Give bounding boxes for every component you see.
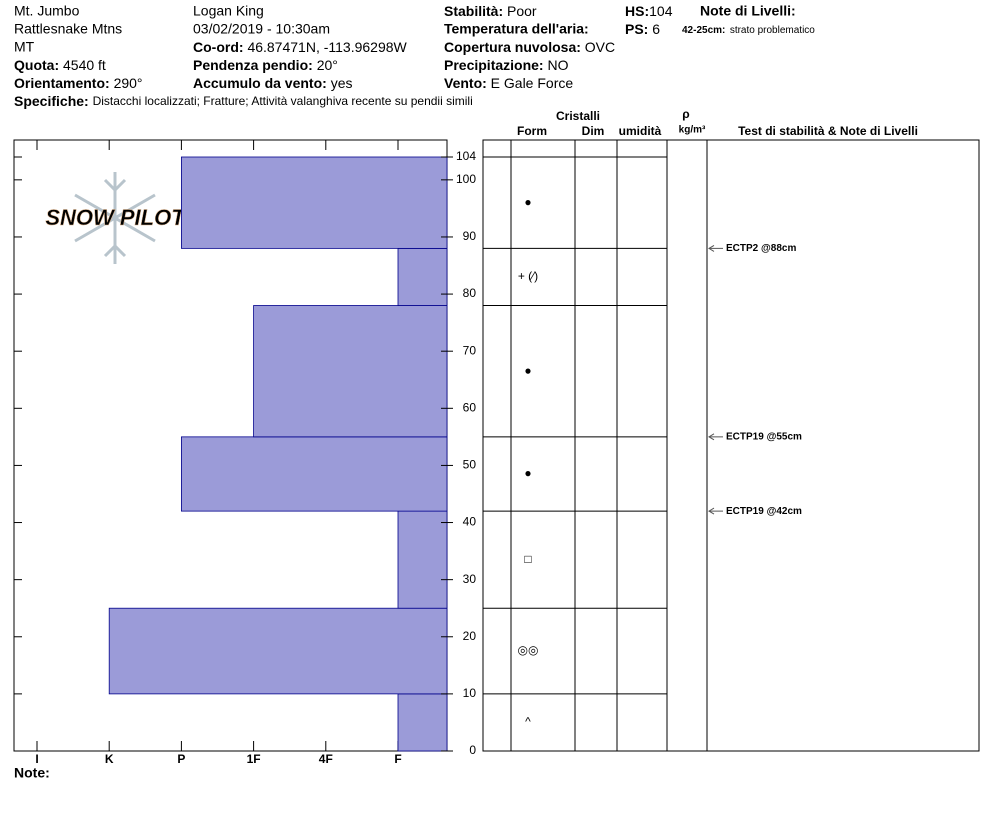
notes-label: Note: [14, 765, 50, 781]
datetime: 03/02/2019 - 10:30am [193, 21, 330, 37]
grain-form: □ [524, 552, 531, 566]
x-tick-label: 1F [247, 752, 261, 766]
bar [253, 305, 448, 438]
y-tick-label: 50 [463, 458, 477, 472]
label: Orientamento: [14, 75, 110, 91]
value: strato problematico [730, 25, 815, 36]
field: HS:104 [625, 3, 673, 19]
table-frame [482, 139, 980, 752]
bar [397, 247, 448, 306]
field: Accumulo da vento: yes [193, 75, 352, 91]
grain-form: ● [524, 363, 531, 377]
plot: I K P 1F 4F F ^ ◎◎ □ ● ● + (⁄) ● 0 10 20 30 40 50 60 70 80 90 1… [14, 140, 802, 766]
label: Accumulo da vento: [193, 75, 327, 91]
column-header: Test di stabilità & Note di Livelli [738, 124, 918, 138]
column-header: umidità [619, 124, 662, 138]
label: Pendenza pendio: [193, 57, 313, 73]
label: Vento: [444, 75, 487, 91]
grain-form: ◎◎ [518, 643, 539, 657]
field: Co-ord: 46.87471N, -113.96298W [193, 39, 408, 55]
label: Precipitazione: [444, 57, 544, 73]
value: 4540 ft [63, 57, 106, 73]
value: E Gale Force [491, 75, 574, 91]
value: 104 [649, 3, 673, 19]
bar [397, 693, 448, 752]
x-tick-label: F [394, 752, 401, 766]
value: yes [331, 75, 353, 91]
y-tick-label: 10 [463, 686, 477, 700]
arrow-head [708, 244, 715, 252]
value: Distacchi localizzati; Fratture; Attivit… [93, 94, 473, 108]
label: Quota: [14, 57, 59, 73]
observer: Logan King [193, 3, 264, 19]
field: PS: 6 [625, 21, 660, 37]
field: Vento: E Gale Force [444, 75, 573, 91]
label: Temperatura dell'aria: [444, 21, 589, 37]
range: Rattlesnake Mtns [14, 21, 122, 37]
x-tick-label: 4F [319, 752, 333, 766]
location: Mt. Jumbo [14, 3, 80, 19]
column-header: Cristalli [556, 109, 600, 123]
bar [180, 436, 448, 512]
label: 42-25cm: [682, 25, 725, 36]
grain-form: ● [524, 195, 531, 209]
label: Specifiche: [14, 93, 89, 109]
y-tick-label: 60 [463, 400, 477, 414]
snowflake [74, 172, 156, 264]
field: 42-25cm: strato problematico [682, 21, 815, 38]
value: OVC [585, 39, 615, 55]
test-label: ECTP19 @55cm [726, 432, 802, 443]
value: 6 [652, 21, 660, 37]
test-label: ECTP19 @42cm [726, 506, 802, 517]
column-header: Form [517, 124, 547, 138]
value: 46.87471N, -113.96298W [247, 39, 407, 55]
label: Stabilità: [444, 3, 503, 19]
grain-form: + (⁄) [518, 269, 538, 283]
x-tick-label: K [105, 752, 114, 766]
y-tick-label: 90 [463, 229, 477, 243]
label: PS: [625, 21, 648, 37]
y-tick-label: 80 [463, 286, 477, 300]
watermark: SNOW PILOT [45, 205, 186, 230]
label: Copertura nuvolosa: [444, 39, 581, 55]
bar [180, 156, 448, 249]
field: Precipitazione: NO [444, 57, 569, 73]
x-tick-label: I [35, 752, 38, 766]
arrow-head [708, 507, 715, 515]
test-label: ECTP2 @88cm [726, 243, 796, 254]
column-header: kg/m³ [679, 125, 706, 136]
y-tick-label: 70 [463, 343, 477, 357]
value: 20° [317, 57, 338, 73]
field: Specifiche: Distacchi localizzati; Fratt… [14, 93, 473, 109]
column-header: Dim [582, 124, 605, 138]
y-tick-label: 104 [456, 149, 476, 163]
table-columns [510, 140, 708, 751]
y-tick-label: 20 [463, 629, 477, 643]
x-tick-label: P [177, 752, 185, 766]
y-tick-label: 100 [456, 172, 476, 186]
y-tick-label: 30 [463, 572, 477, 586]
grain-form: ● [524, 466, 531, 480]
field: Stabilità: Poor [444, 3, 537, 19]
y-tick-label: 40 [463, 515, 477, 529]
state: MT [14, 39, 35, 55]
field: Pendenza pendio: 20° [193, 57, 338, 73]
label: Co-ord: [193, 39, 244, 55]
field: Quota: 4540 ft [14, 57, 106, 73]
value: NO [547, 57, 568, 73]
bar [397, 510, 448, 609]
value: 290° [114, 75, 143, 91]
value: Poor [507, 3, 537, 19]
field: Orientamento: 290° [14, 75, 143, 91]
grain-form: ^ [525, 715, 531, 729]
y-tick-label: 0 [469, 743, 476, 757]
field: Copertura nuvolosa: OVC [444, 39, 615, 55]
arrow-head [708, 433, 715, 441]
label: HS: [625, 3, 649, 19]
bar [108, 607, 448, 695]
column-header: ρ [682, 107, 689, 121]
label: Note di Livelli: [700, 3, 796, 19]
